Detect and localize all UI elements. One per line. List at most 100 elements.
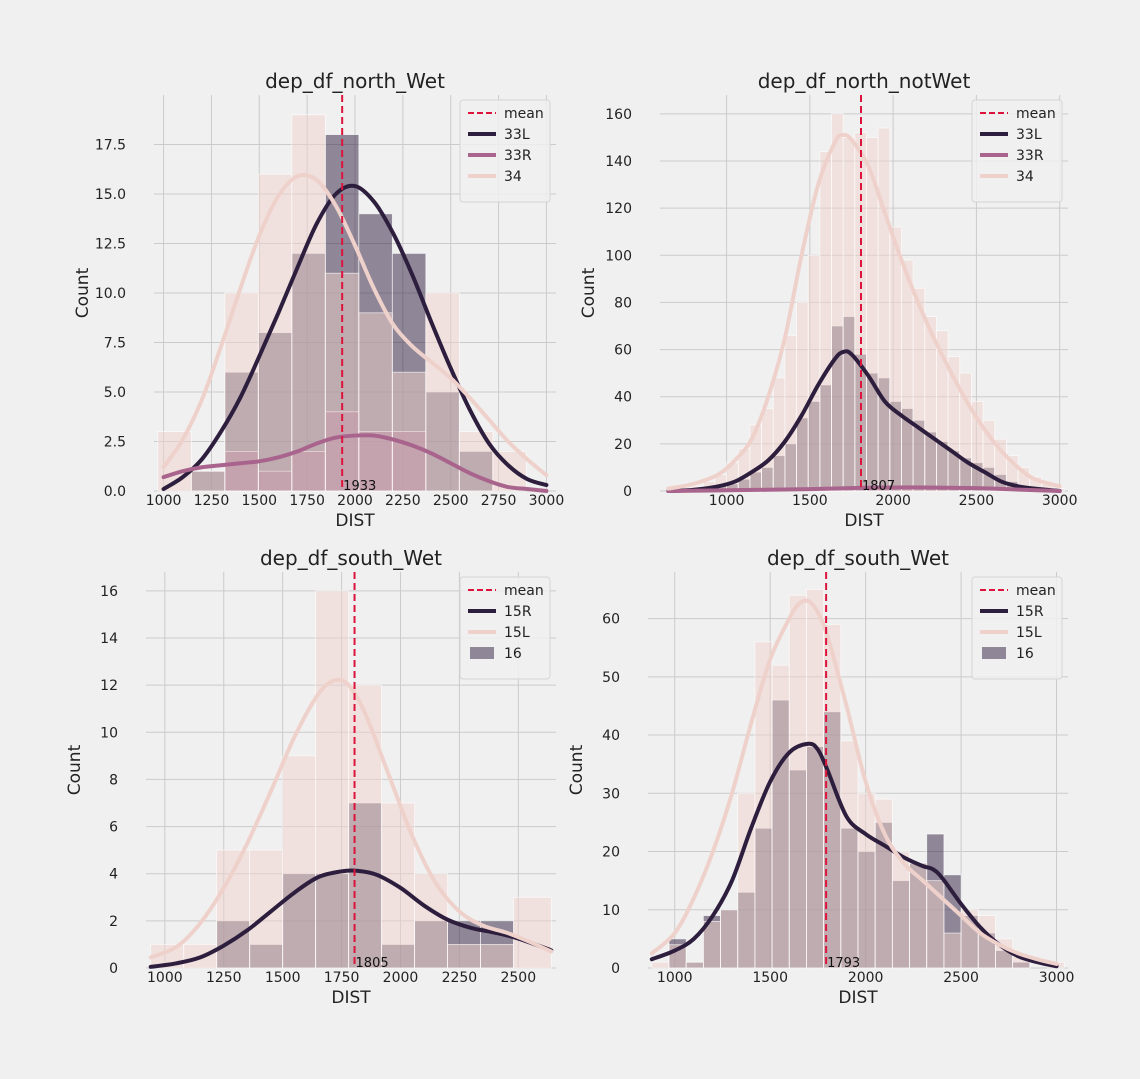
bar-15L bbox=[926, 880, 945, 969]
kde-line-33R bbox=[666, 485, 1062, 493]
y-tick-label: 0.0 bbox=[104, 484, 126, 500]
x-tick-label: 1750 bbox=[289, 493, 325, 509]
y-tick-label: 0 bbox=[611, 961, 620, 977]
y-tick-label: 20 bbox=[614, 437, 632, 453]
bar-34 bbox=[807, 254, 821, 492]
bar-15L bbox=[414, 873, 449, 969]
y-tick-label: 2.5 bbox=[104, 435, 126, 451]
x-tick-label: 3000 bbox=[529, 493, 565, 509]
y-axis-label: Count bbox=[567, 744, 587, 795]
mean-value-label: 1933 bbox=[343, 479, 376, 494]
kde-line-15R bbox=[148, 868, 554, 969]
bar-34 bbox=[772, 377, 786, 492]
subplot-2: 1807 1000 1500 2000 2500 3000 0 20 40 60 80 100 120 1… bbox=[579, 69, 1077, 531]
legend-label-15L: 15L bbox=[1016, 625, 1042, 641]
x-axis-label: DIST bbox=[331, 988, 371, 1008]
y-tick-label: 12.5 bbox=[95, 237, 126, 253]
legend-label-mean: mean bbox=[504, 583, 544, 599]
bar-34 bbox=[831, 113, 844, 492]
x-tick-label: 1500 bbox=[752, 970, 788, 986]
bar-15L bbox=[282, 755, 317, 969]
y-axis-label: Count bbox=[65, 744, 85, 795]
bar-15L bbox=[754, 641, 773, 969]
kde-line-34 bbox=[161, 172, 549, 478]
y-tick-label: 2 bbox=[109, 914, 118, 930]
x-tick-label: 2000 bbox=[875, 493, 911, 509]
x-axis-label: DIST bbox=[838, 988, 878, 1008]
x-tick-label: 2500 bbox=[943, 970, 979, 986]
bar-34 bbox=[901, 259, 914, 492]
bar-15L bbox=[249, 849, 284, 969]
x-tick-label: 3000 bbox=[1042, 493, 1078, 509]
y-tick-label: 16 bbox=[100, 584, 118, 600]
bar-34 bbox=[190, 470, 226, 492]
subplot-3: 1805 1000 1250 1500 1750 2000 2250 2500 0 2 4 6 8 10 1… bbox=[65, 546, 556, 1008]
bar-34 bbox=[877, 127, 891, 492]
legend-label-33R: 33R bbox=[1016, 148, 1044, 164]
chart-title: dep_df_south_Wet bbox=[767, 546, 949, 570]
legend-swatch-16 bbox=[982, 647, 1006, 659]
x-tick-label: 2000 bbox=[383, 970, 419, 986]
chart-title: dep_df_north_notWet bbox=[758, 69, 971, 93]
y-tick-label: 0 bbox=[109, 961, 118, 977]
x-tick-label: 1500 bbox=[265, 970, 301, 986]
x-tick-label: 2250 bbox=[385, 493, 421, 509]
kde-line-15L bbox=[148, 677, 554, 960]
bar-34 bbox=[358, 312, 393, 492]
x-tick-label: 2500 bbox=[959, 493, 995, 509]
x-tick-label: 1250 bbox=[206, 970, 242, 986]
x-tick-label: 1750 bbox=[324, 970, 360, 986]
y-tick-label: 10.0 bbox=[95, 286, 126, 302]
kde-line-33L bbox=[666, 349, 1062, 493]
bar-34 bbox=[761, 408, 774, 492]
bar-34 bbox=[291, 114, 326, 492]
bar-15L bbox=[788, 594, 807, 969]
x-tick-label: 2500 bbox=[433, 493, 469, 509]
y-tick-label: 80 bbox=[614, 295, 632, 311]
y-tick-label: 10 bbox=[602, 903, 620, 919]
bar-15L bbox=[447, 944, 481, 969]
y-tick-label: 14 bbox=[100, 631, 118, 647]
legend: mean 33L 33R 34 bbox=[459, 99, 551, 203]
x-tick-label: 2250 bbox=[442, 970, 478, 986]
legend-label-mean: mean bbox=[1016, 583, 1056, 599]
legend-label-15L: 15L bbox=[504, 625, 530, 641]
y-tick-label: 120 bbox=[605, 201, 632, 217]
y-tick-label: 40 bbox=[614, 390, 632, 406]
y-axis-label: Count bbox=[73, 267, 93, 318]
bar-34 bbox=[784, 335, 797, 492]
legend: mean 33L 33R 34 bbox=[971, 99, 1063, 203]
legend-label-33L: 33L bbox=[1016, 127, 1042, 143]
bar-34 bbox=[842, 137, 856, 492]
kde-line-15L bbox=[649, 598, 1059, 966]
bar-15L bbox=[315, 590, 350, 969]
kde-line-15R bbox=[649, 741, 1059, 969]
x-axis-label: DIST bbox=[335, 511, 375, 531]
x-axis-label: DIST bbox=[844, 511, 884, 531]
y-tick-label: 60 bbox=[614, 343, 632, 359]
y-tick-label: 50 bbox=[602, 670, 620, 686]
y-tick-label: 20 bbox=[602, 845, 620, 861]
legend-label-34: 34 bbox=[504, 169, 522, 185]
bar-15L bbox=[806, 589, 825, 969]
bar-15L bbox=[840, 740, 859, 969]
legend-label-33R: 33R bbox=[504, 148, 532, 164]
x-tick-label: 1000 bbox=[657, 970, 693, 986]
y-tick-label: 17.5 bbox=[95, 138, 126, 154]
bar-15L bbox=[651, 961, 670, 969]
bar-15L bbox=[685, 961, 704, 969]
x-tick-label: 1000 bbox=[147, 970, 183, 986]
bar-34 bbox=[391, 371, 427, 492]
x-tick-label: 2000 bbox=[337, 493, 373, 509]
bar-34 bbox=[819, 151, 832, 492]
x-tick-label: 2000 bbox=[848, 970, 884, 986]
legend-label-16: 16 bbox=[504, 646, 522, 662]
kde-line-34 bbox=[666, 132, 1062, 491]
y-tick-label: 140 bbox=[605, 154, 632, 170]
chart-title: dep_df_north_Wet bbox=[265, 69, 445, 93]
y-tick-label: 8 bbox=[109, 772, 118, 788]
y-tick-label: 100 bbox=[605, 248, 632, 264]
kde-line-33R bbox=[161, 433, 549, 493]
bar-15L bbox=[857, 792, 876, 969]
